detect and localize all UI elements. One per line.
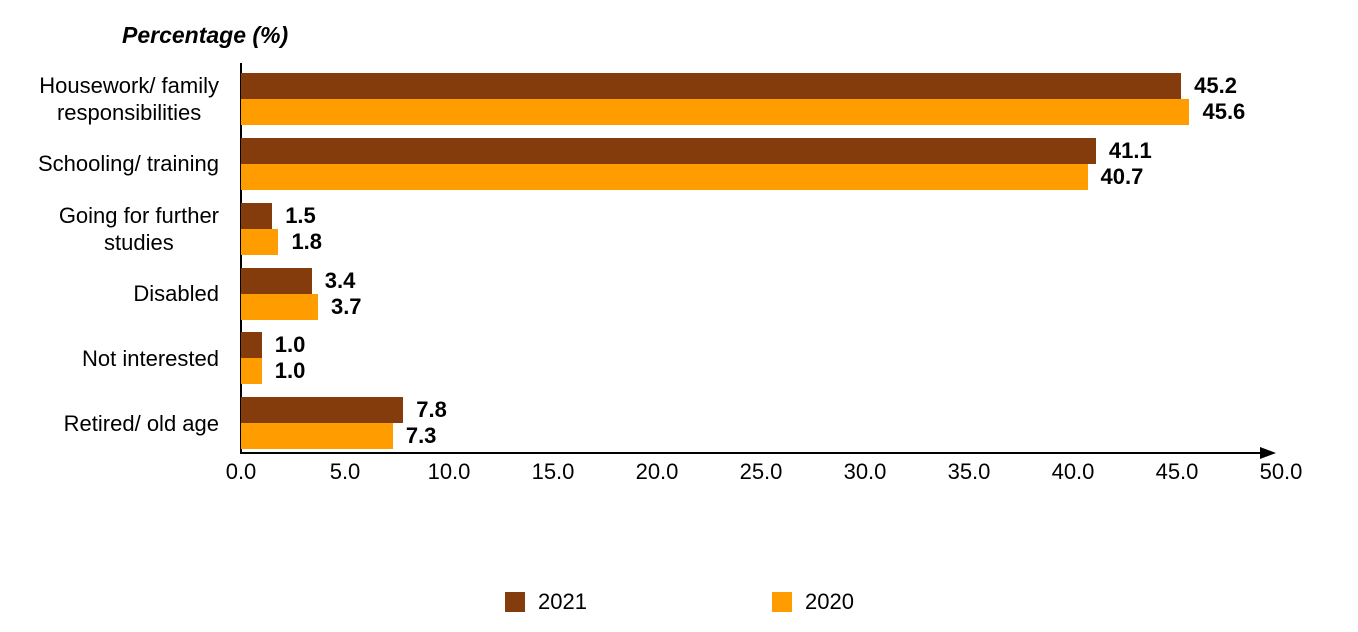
value-label-2021-0: 45.2: [1194, 73, 1237, 98]
legend-swatch-2021: [505, 592, 525, 612]
category-label-text: Housework/ family responsibilities: [39, 73, 219, 125]
bar-2021-5: [241, 397, 404, 424]
category-label-2: Going for further studies: [0, 203, 219, 255]
value-label-2021-5: 7.8: [416, 397, 447, 423]
bar-2021-1: [241, 137, 1096, 164]
bar-2020-3: [241, 293, 318, 320]
bar-2021-4: [241, 332, 262, 359]
bar-2021-2: [241, 202, 273, 229]
x-tick-label-35.0: 35.0: [947, 459, 991, 484]
bar-2021-3: [241, 267, 312, 294]
bar-2020-1: [241, 163, 1088, 190]
bar-2020-2: [241, 228, 279, 255]
x-tick-label-50.0: 50.0: [1259, 459, 1303, 484]
category-label-text: Disabled: [133, 281, 219, 306]
category-label-text: Going for further studies: [58, 202, 219, 255]
category-label-text: Schooling/ training: [37, 151, 219, 177]
x-tick-label-15.0: 15.0: [531, 459, 575, 484]
legend-label-2020: 2020: [805, 589, 854, 614]
value-label-2020-3: 3.7: [330, 293, 362, 319]
value-label-2021-1: 41.1: [1108, 137, 1152, 163]
value-label-2021-3: 3.4: [324, 267, 356, 293]
chart-title: Percentage (%): [122, 22, 289, 48]
x-tick-label-20.0: 20.0: [635, 459, 679, 484]
bar-2021-0: [241, 73, 1182, 99]
category-label-5: Retired/ old age: [0, 397, 219, 449]
x-tick-label-40.0: 40.0: [1051, 459, 1095, 484]
value-label-2020-0: 45.6: [1202, 99, 1246, 124]
y-axis-line: [240, 63, 242, 454]
bar-2020-0: [241, 99, 1190, 125]
bar-2020-4: [241, 358, 262, 385]
legend-item-2020: 2020: [772, 591, 854, 613]
value-label-2020-2: 1.8: [291, 228, 323, 254]
category-label-text: Not interested: [82, 345, 219, 371]
category-label-0: Housework/ family responsibilities: [0, 73, 219, 125]
x-axis-line: [240, 452, 1262, 454]
x-axis-arrowhead-icon: [1260, 447, 1276, 459]
bar-2020-5: [241, 423, 393, 450]
category-label-3: Disabled: [0, 268, 219, 320]
legend-swatch-2020: [772, 592, 792, 612]
legend-item-2021: 2021: [505, 591, 587, 613]
value-label-2020-5: 7.3: [405, 423, 437, 449]
x-tick-label-25.0: 25.0: [739, 459, 783, 484]
legend-label-2021: 2021: [538, 589, 587, 614]
x-tick-label-45.0: 45.0: [1155, 459, 1199, 484]
category-label-text: Retired/ old age: [63, 410, 219, 436]
value-label-2021-2: 1.5: [285, 202, 316, 228]
value-label-2021-4: 1.0: [274, 332, 306, 358]
x-tick-label-0.0: 0.0: [225, 459, 257, 484]
category-label-1: Schooling/ training: [0, 138, 219, 190]
x-tick-label-5.0: 5.0: [329, 459, 361, 484]
x-tick-label-30.0: 30.0: [843, 459, 887, 484]
value-label-2020-4: 1.0: [274, 358, 306, 384]
x-tick-label-10.0: 10.0: [427, 459, 471, 484]
value-label-2020-1: 40.7: [1100, 163, 1144, 189]
category-label-4: Not interested: [0, 332, 219, 384]
